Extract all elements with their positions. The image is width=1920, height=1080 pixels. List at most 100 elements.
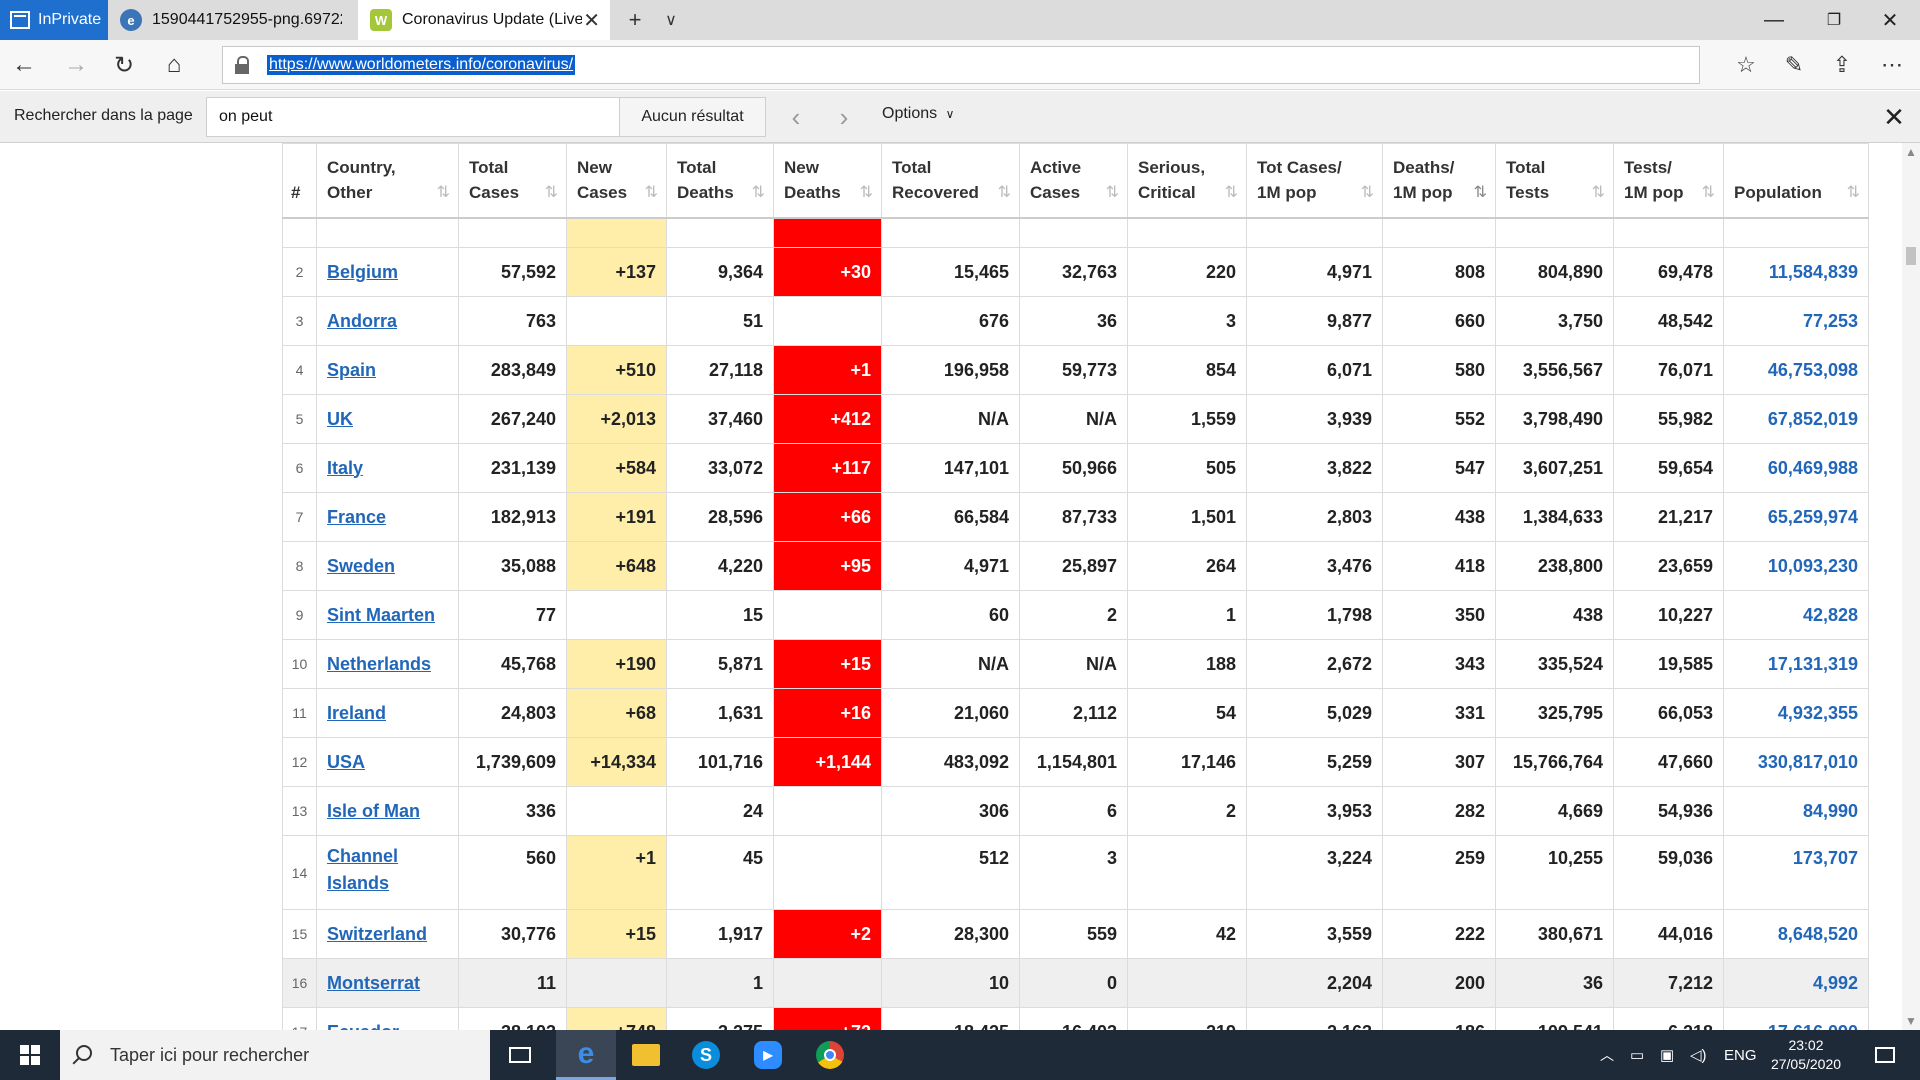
country-link[interactable]: Sweden [327,555,396,576]
notification-icon[interactable] [1860,1030,1910,1080]
home-icon[interactable]: ⌂ [166,51,182,78]
inprivate-indicator[interactable]: InPrivate [0,0,108,40]
sort-icon[interactable]: ⇅ [751,183,765,201]
taskbar-search[interactable]: Taper ici pour rechercher [60,1030,490,1080]
total-cases-cell: 57,592 [458,247,567,297]
edge-icon[interactable]: e [556,1030,616,1080]
refresh-icon[interactable]: ↻ [113,51,135,79]
column-header[interactable]: Population ⇅ [1723,143,1869,219]
country-link[interactable]: France [327,506,387,527]
language-indicator[interactable]: ENG [1724,1046,1757,1064]
deaths-per-million-cell: 418 [1382,541,1496,591]
country-link[interactable]: Ireland [327,702,387,723]
favorites-icon[interactable]: ☆ [1736,52,1756,77]
column-header[interactable]: Total Cases ⇅ [458,143,567,219]
find-next-icon[interactable]: › [839,101,849,132]
minimize-button[interactable]: — [1764,8,1784,31]
folder-icon[interactable] [616,1030,676,1080]
find-input[interactable] [206,97,620,137]
network-icon[interactable]: ▣ [1660,1047,1675,1064]
new-deaths-cell: +412 [773,394,882,444]
tab-menu-button[interactable]: ∨ [665,12,677,29]
tray-chevron-icon[interactable]: ︿ [1600,1047,1614,1063]
country-link[interactable]: Ecuador [327,1022,399,1031]
close-window-button[interactable]: ✕ [1881,9,1899,32]
sort-icon[interactable]: ⇅ [1701,183,1715,201]
sort-icon[interactable]: ⇅ [1473,183,1487,201]
sort-icon[interactable]: ⇅ [436,183,450,201]
skype-icon[interactable]: S [676,1030,736,1080]
partial-cell [1613,217,1724,248]
sort-icon[interactable]: ⇅ [1105,183,1119,201]
sort-icon[interactable]: ⇅ [544,183,558,201]
close-tab-icon[interactable]: ✕ [583,9,600,32]
column-header[interactable]: # [282,143,317,219]
country-link[interactable]: UK [327,408,353,429]
country-link[interactable]: Netherlands [327,653,432,674]
chrome-icon[interactable] [800,1030,860,1080]
pen-icon[interactable]: ✎ [1784,52,1804,77]
column-header[interactable]: Total Deaths ⇅ [666,143,774,219]
start-button[interactable] [0,1030,60,1080]
country-link[interactable]: USA [327,751,366,772]
new-tab-button[interactable]: + [628,7,642,32]
country-link[interactable]: Sint Maarten [327,604,436,625]
column-header[interactable]: Deaths/1M pop ⇅ [1382,143,1496,219]
tab-image[interactable]: e 1590441752955-png.69722, [110,0,356,40]
find-label: Rechercher dans la page [14,107,193,124]
country-link[interactable]: Switzerland [327,923,428,944]
address-bar[interactable]: https://www.worldometers.info/coronaviru… [222,46,1700,84]
find-options-button[interactable]: Options ∨ [882,105,954,123]
maximize-button[interactable]: ❐ [1826,12,1842,29]
tests-per-million-cell: 19,585 [1613,639,1724,689]
back-icon[interactable]: ← [12,51,36,78]
country-link[interactable]: Channel Islands [327,846,399,893]
find-previous-icon[interactable]: ‹ [791,101,801,132]
total-tests-cell: 3,556,567 [1495,345,1614,395]
battery-icon[interactable]: ▭ [1630,1047,1645,1064]
column-header[interactable]: Active Cases ⇅ [1019,143,1128,219]
sort-icon[interactable]: ⇅ [1846,183,1860,201]
tab-coronavirus[interactable]: W Coronavirus Update (Live) ✕ [358,0,610,40]
sort-icon[interactable]: ⇅ [644,183,658,201]
share-icon[interactable]: ⇪ [1832,52,1852,77]
task-view-icon[interactable] [490,1030,550,1080]
zoom-icon[interactable]: ▶ [738,1030,798,1080]
country-link[interactable]: Belgium [327,261,399,282]
sort-icon[interactable]: ⇅ [1591,183,1605,201]
tab-title: 1590441752955-png.69722, [152,11,342,28]
country-link[interactable]: Montserrat [327,972,421,993]
more-icon[interactable]: ⋯ [1881,52,1903,77]
vertical-scrollbar[interactable]: ▲ ▼ [1902,143,1920,1030]
sort-icon[interactable]: ⇅ [1360,183,1374,201]
clock[interactable]: 23:02 27/05/2020 [1764,1036,1848,1074]
volume-icon[interactable]: ◁) [1690,1047,1707,1064]
scroll-up-icon[interactable]: ▲ [1905,145,1917,159]
row-number: 4 [282,345,317,395]
close-find-icon[interactable]: ✕ [1883,101,1905,132]
column-header[interactable]: Serious, Critical ⇅ [1127,143,1247,219]
column-header[interactable]: New Cases ⇅ [566,143,667,219]
column-header[interactable]: Total Recovered ⇅ [881,143,1020,219]
sort-icon[interactable]: ⇅ [1224,183,1238,201]
column-header[interactable]: Country, Other ⇅ [316,143,459,219]
row-number: 5 [282,394,317,444]
column-header[interactable]: Tot Cases/1M pop ⇅ [1246,143,1383,219]
column-header[interactable]: New Deaths ⇅ [773,143,882,219]
scroll-thumb[interactable] [1906,247,1916,265]
row-number: 9 [282,590,317,640]
population-cell: 84,990 [1723,786,1869,836]
column-header[interactable]: Tests/1M pop ⇅ [1613,143,1724,219]
column-header[interactable]: Total Tests ⇅ [1495,143,1614,219]
country-link[interactable]: Italy [327,457,364,478]
country-link[interactable]: Andorra [327,310,398,331]
scroll-down-icon[interactable]: ▼ [1905,1014,1917,1028]
country-link[interactable]: Spain [327,359,377,380]
sort-icon[interactable]: ⇅ [859,183,873,201]
url-text[interactable]: https://www.worldometers.info/coronaviru… [267,55,576,75]
forward-icon[interactable]: → [64,51,88,78]
country-link[interactable]: Isle of Man [327,800,421,821]
sort-icon[interactable]: ⇅ [997,183,1011,201]
total-deaths-cell: 28,596 [666,492,774,542]
population-cell: 46,753,098 [1723,345,1869,395]
